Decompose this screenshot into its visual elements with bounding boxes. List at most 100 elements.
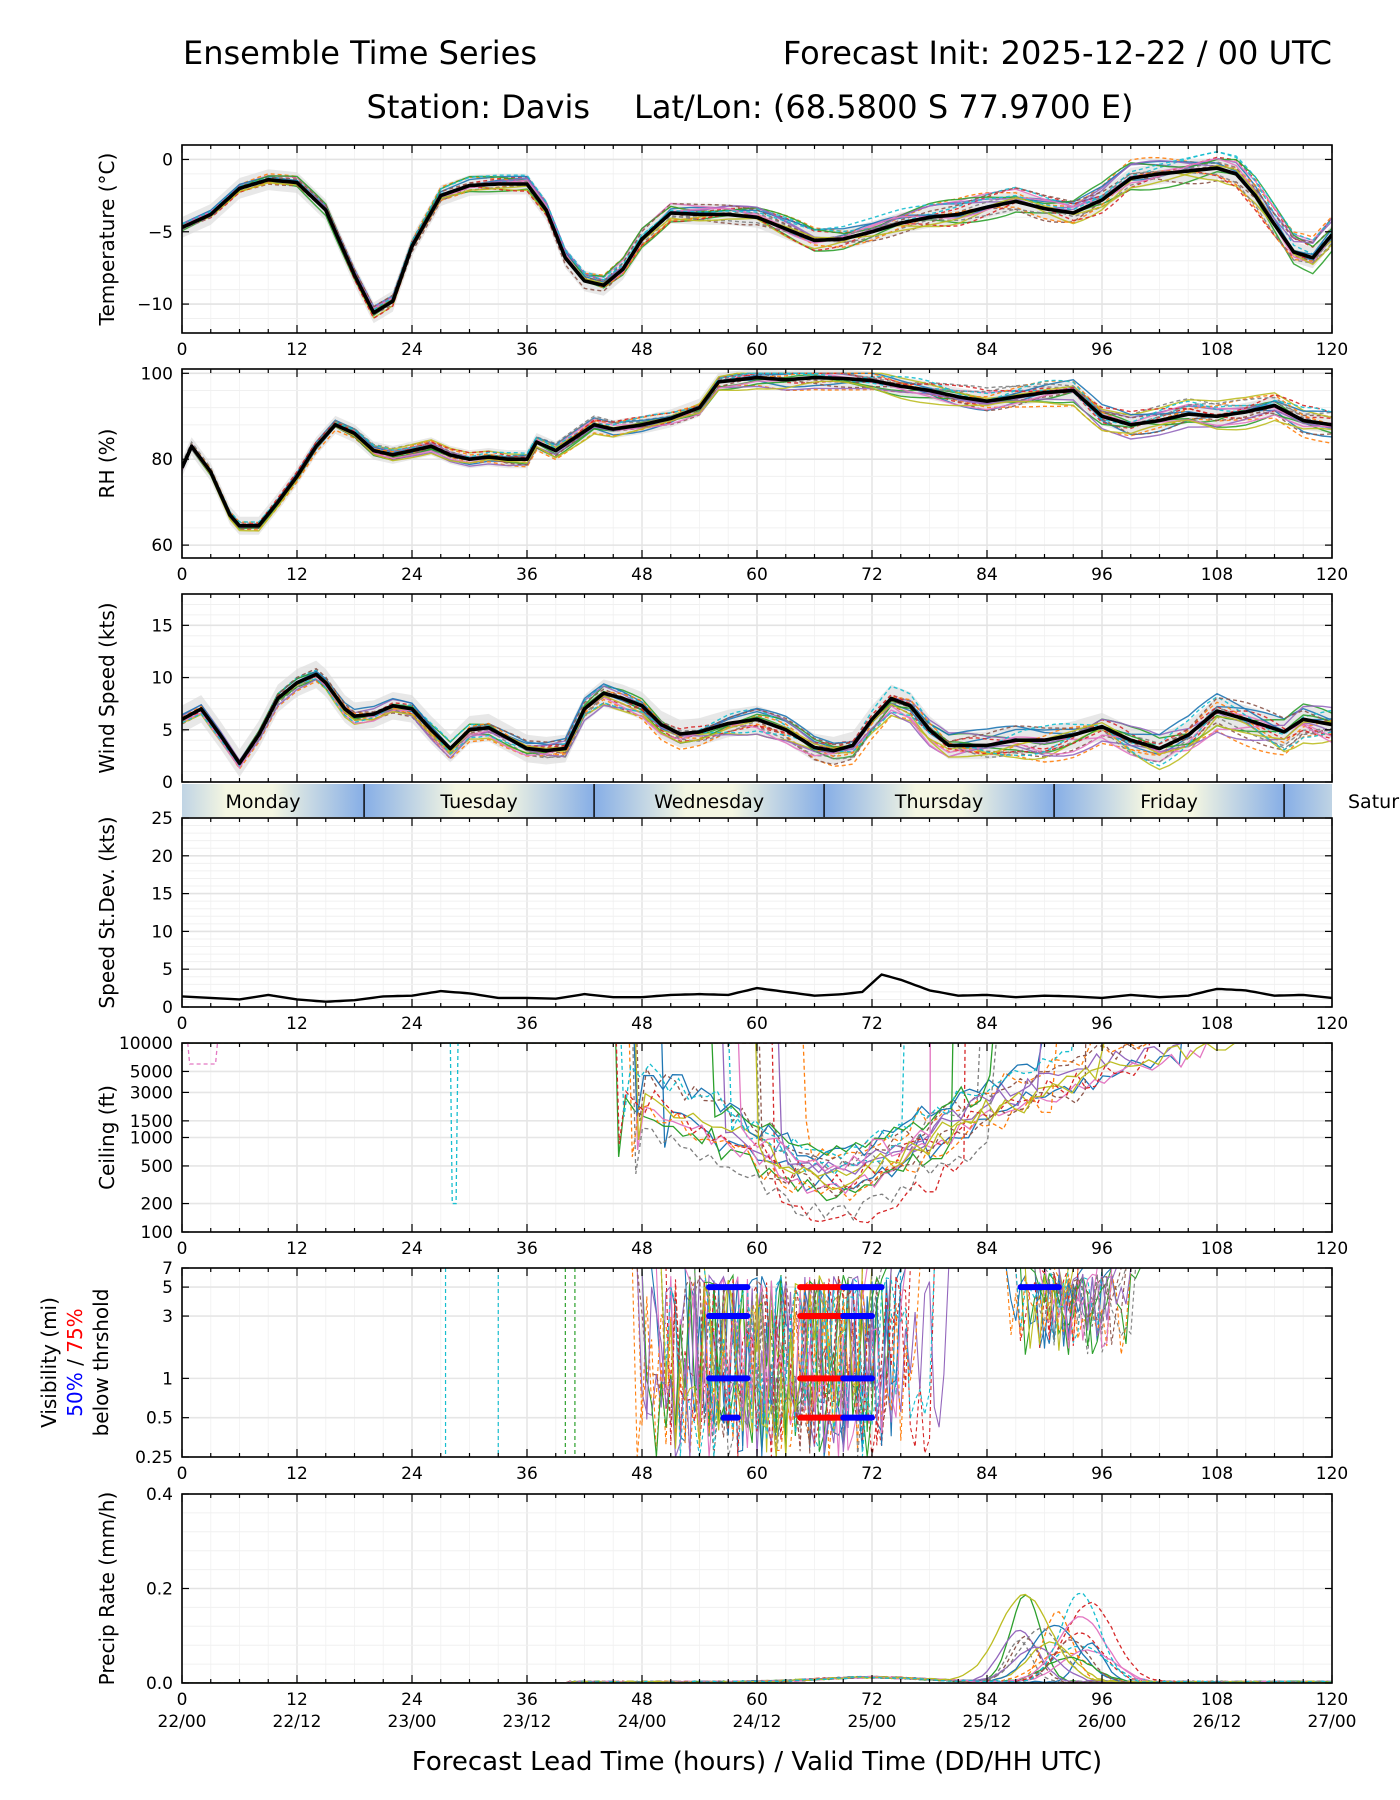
member-line (182, 372, 1332, 523)
y-tick-label: −10 (137, 295, 173, 315)
day-bar: Monday Tuesday Wednesday Thursday Friday Satu… (182, 784, 1399, 817)
x-tick-label: 24 (401, 1239, 423, 1259)
member-line (182, 1043, 1332, 1202)
x-tick-label: 84 (976, 340, 998, 360)
member-line (182, 667, 1332, 764)
y-tick-label: 200 (141, 1195, 173, 1215)
label-75pct: 75% (63, 1308, 87, 1352)
x-tick-label: 48 (631, 340, 653, 360)
x-tick-label: 84 (976, 1014, 998, 1034)
y-axis-label: RH (%) (95, 429, 119, 499)
x-tick-label: 24 (401, 1690, 423, 1710)
y-axis-label: Visibility (mi) (37, 1297, 61, 1428)
day-cell (1054, 784, 1285, 817)
member-line (182, 1268, 1332, 1457)
valid-time-label: 22/12 (273, 1712, 322, 1732)
valid-time-label: 24/12 (733, 1712, 782, 1732)
y-tick-label: 15 (151, 885, 173, 905)
member-line (182, 1043, 1332, 1202)
x-tick-label: 96 (1091, 340, 1113, 360)
y-tick-label: 0.2 (146, 1580, 173, 1600)
member-line (182, 1043, 1332, 1192)
x-tick-label: 60 (746, 340, 768, 360)
x-tick-label: 60 (746, 1239, 768, 1259)
label-50pct: 50% (63, 1372, 87, 1416)
mean-line (182, 672, 1332, 766)
y-tick-label: 0.5 (146, 1409, 173, 1429)
x-tick-label: 24 (401, 565, 423, 585)
x-tick-label: 120 (1316, 340, 1348, 360)
x-tick-label: 84 (976, 565, 998, 585)
x-tick-label: 12 (286, 565, 308, 585)
valid-time-label: 26/12 (1193, 1712, 1242, 1732)
member-line (182, 1268, 1332, 1457)
x-tick-label: 48 (631, 565, 653, 585)
member-line (182, 1043, 1332, 1174)
x-tick-label: 96 (1091, 1014, 1113, 1034)
y-tick-label: 0.4 (146, 1485, 173, 1505)
y-axis-label: Temperature (°C) (95, 153, 119, 327)
day-cell (824, 784, 1055, 817)
x-tick-label: 96 (1091, 1690, 1113, 1710)
y-tick-label: 1500 (130, 1112, 173, 1132)
y-axis-label-pct: 50% / 75% (63, 1308, 87, 1416)
member-line (182, 1268, 1332, 1457)
x-tick-label: 48 (631, 1239, 653, 1259)
day-label-thursday: Thursday (894, 791, 983, 813)
x-tick-label: 108 (1201, 1690, 1233, 1710)
x-tick-label: 12 (286, 1690, 308, 1710)
member-line (449, 1043, 459, 1205)
day-label-tuesday: Tuesday (439, 791, 517, 813)
y-axis-label: Speed St.Dev. (kts) (95, 816, 119, 1008)
panels: −10−500 12 24 36 48 60 72 84 96 108 120Temperature… (37, 144, 1357, 1732)
x-tick-label: 120 (1316, 1239, 1348, 1259)
x-tick-label: 0 (177, 1690, 188, 1710)
x-tick-label: 96 (1091, 1239, 1113, 1259)
member-line (182, 1043, 1332, 1176)
x-tick-label: 12 (286, 340, 308, 360)
wind_speed-plot (182, 660, 1332, 777)
x-tick-label: 84 (976, 1464, 998, 1484)
member-line (182, 1043, 1332, 1224)
x-tick-label: 48 (631, 1690, 653, 1710)
day-label-saturday: Satur (1348, 791, 1399, 813)
x-tick-label: 120 (1316, 1464, 1348, 1484)
x-tick-label: 60 (746, 1014, 768, 1034)
x-tick-label: 48 (631, 1014, 653, 1034)
x-tick-label: 0 (177, 1239, 188, 1259)
y-axis-label-sub: below thrshold (89, 1289, 113, 1437)
member-line (182, 1268, 1332, 1457)
temperature-plot (182, 151, 1332, 324)
y-axis-label: Wind Speed (kts) (95, 602, 119, 773)
y-tick-label: −5 (148, 223, 173, 243)
x-tick-label: 72 (861, 1464, 883, 1484)
x-tick-label: 72 (861, 1239, 883, 1259)
x-tick-label: 36 (516, 565, 538, 585)
member-line (182, 1043, 1332, 1168)
y-tick-label: 10000 (119, 1034, 173, 1054)
x-tick-label: 108 (1201, 565, 1233, 585)
x-tick-label: 0 (177, 565, 188, 585)
day-label-monday: Monday (226, 791, 301, 813)
x-tick-label: 96 (1091, 565, 1113, 585)
speed_stdev-plot (182, 973, 1332, 1003)
visibility-panel: 0.25 0.5 1 3 57 0 12 24 36 48 60 72 84 96 108 120 Visibi… (37, 1259, 1348, 1484)
y-axis-label: Precip Rate (mm/h) (95, 1492, 119, 1686)
y-tick-label: 60 (151, 536, 173, 556)
x-tick-label: 24 (401, 340, 423, 360)
y-tick-label: 5 (162, 721, 173, 741)
x-tick-label: 72 (861, 340, 883, 360)
valid-time-label: 26/00 (1078, 1712, 1127, 1732)
x-tick-label: 120 (1316, 565, 1348, 585)
member-line (182, 1043, 1332, 1191)
y-tick-label: 20 (151, 847, 173, 867)
x-tick-label: 36 (516, 1690, 538, 1710)
y-tick-label: 10 (151, 669, 173, 689)
x-tick-label: 84 (976, 1690, 998, 1710)
member-line (182, 1268, 1332, 1457)
title-left: Ensemble Time Series (183, 34, 537, 72)
valid-time-label: 25/12 (963, 1712, 1012, 1732)
x-tick-label: 108 (1201, 1014, 1233, 1034)
